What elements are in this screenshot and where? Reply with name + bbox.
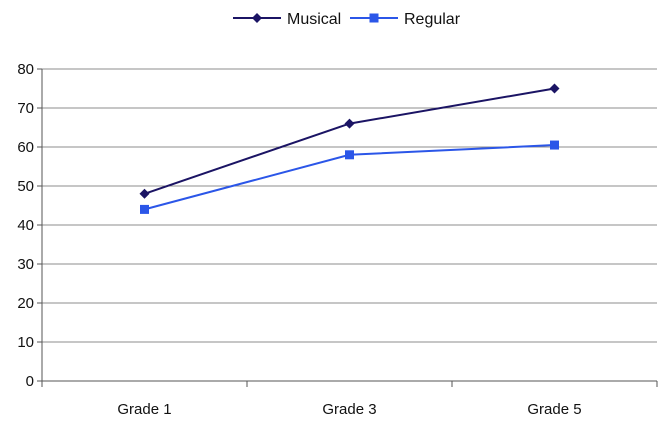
y-tick-label: 60 <box>17 139 34 156</box>
x-tick-label: Grade 1 <box>117 401 171 418</box>
y-tick-label: 30 <box>17 256 34 273</box>
y-tick-label: 20 <box>17 295 34 312</box>
y-tick-label: 10 <box>17 334 34 351</box>
axes: 0 10 20 30 40 50 60 70 80 Grade 1 Grade 3 Grade 5 <box>17 61 658 418</box>
data-point-musical <box>549 83 560 94</box>
y-tick-label: 50 <box>17 178 34 195</box>
x-tick-label: Grade 3 <box>322 401 376 418</box>
series-group <box>139 83 560 214</box>
data-point-musical <box>344 118 355 129</box>
legend-marker-regular <box>369 13 379 23</box>
x-tick-label: Grade 5 <box>527 401 581 418</box>
data-point-regular <box>550 140 559 150</box>
legend-item-musical: Musical <box>233 11 341 28</box>
data-point-musical <box>139 188 150 199</box>
series-line-musical <box>144 87 555 195</box>
y-tick-label: 80 <box>17 61 34 78</box>
y-tick-label: 70 <box>17 100 34 117</box>
legend: Musical Regular <box>233 11 461 28</box>
y-tick-label: 40 <box>17 217 34 234</box>
data-point-regular <box>345 150 354 160</box>
gridlines <box>42 68 657 343</box>
legend-item-regular: Regular <box>350 11 461 28</box>
data-point-regular <box>140 204 149 214</box>
y-tick-label: 0 <box>26 373 34 390</box>
legend-marker-musical <box>252 13 262 23</box>
legend-label: Regular <box>404 11 461 28</box>
legend-label: Musical <box>287 11 341 28</box>
